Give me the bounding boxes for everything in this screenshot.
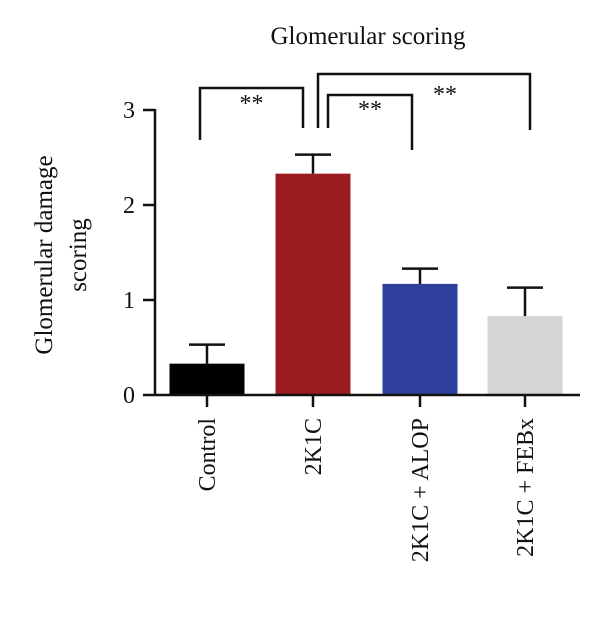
y-tick-label: 2 xyxy=(123,193,135,219)
bar xyxy=(487,316,563,395)
significance-label: ** xyxy=(358,97,382,123)
bar xyxy=(169,363,245,395)
category-label: 2K1C + FEBx xyxy=(513,418,539,557)
category-label: 2K1C + ALOP xyxy=(408,418,434,562)
significance-bracket xyxy=(316,72,532,130)
y-axis-label-line-2: scoring xyxy=(65,218,92,292)
significance-bracket xyxy=(198,86,305,140)
category-label: 2K1C xyxy=(301,418,327,475)
bar xyxy=(382,283,458,395)
bar xyxy=(275,173,351,395)
y-axis-label: Glomerular damage scoring xyxy=(31,155,92,354)
category-label: Control xyxy=(195,418,221,492)
significance-bracket xyxy=(326,93,414,150)
significance-label: ** xyxy=(240,91,264,117)
chart-title: Glomerular scoring xyxy=(270,23,466,50)
y-tick-label: 1 xyxy=(123,288,135,314)
y-axis-label-line-1: Glomerular damage xyxy=(31,155,58,354)
y-tick-label: 0 xyxy=(123,383,135,409)
significance-label: ** xyxy=(433,82,457,108)
y-tick-label: 3 xyxy=(123,98,135,124)
